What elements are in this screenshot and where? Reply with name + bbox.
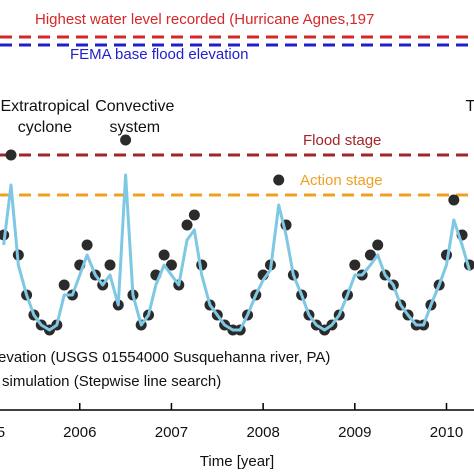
x-tick-label: 5 bbox=[0, 424, 5, 441]
reference-label: Flood stage bbox=[303, 132, 381, 149]
x-tick-label: 2008 bbox=[246, 424, 279, 441]
observed-point bbox=[273, 174, 285, 186]
observed-point bbox=[120, 134, 132, 146]
observed-point bbox=[58, 279, 70, 291]
observed-point bbox=[181, 219, 193, 231]
annotation: cyclone bbox=[18, 119, 72, 136]
observed-point bbox=[104, 259, 116, 271]
observed-point bbox=[448, 194, 460, 206]
observed-point bbox=[158, 249, 170, 261]
observed-point bbox=[165, 259, 177, 271]
legend-label: evation (USGS 01554000 Susquehanna river… bbox=[0, 349, 330, 366]
observed-point bbox=[364, 249, 376, 261]
observed-point bbox=[5, 149, 17, 161]
reference-label: Highest water level recorded (Hurricane … bbox=[35, 11, 374, 28]
observed-point bbox=[81, 239, 93, 251]
annotation: T bbox=[465, 98, 474, 115]
annotation: Convective bbox=[95, 98, 174, 115]
x-tick-label: 2009 bbox=[338, 424, 371, 441]
annotation: Extratropical bbox=[0, 98, 89, 115]
observed-point bbox=[188, 209, 200, 221]
reference-label: Action stage bbox=[300, 172, 383, 189]
observed-point bbox=[372, 239, 384, 251]
x-tick-label: 2007 bbox=[155, 424, 188, 441]
x-axis-label: Time [year] bbox=[200, 453, 274, 470]
x-tick-label: 2010 bbox=[430, 424, 463, 441]
observed-point bbox=[349, 259, 361, 271]
x-tick-label: 2006 bbox=[63, 424, 96, 441]
reference-label: FEMA base flood elevation bbox=[70, 46, 248, 63]
legend-label: simulation (Stepwise line search) bbox=[2, 373, 221, 390]
simulation-line bbox=[2, 173, 471, 332]
annotation: system bbox=[109, 119, 160, 136]
